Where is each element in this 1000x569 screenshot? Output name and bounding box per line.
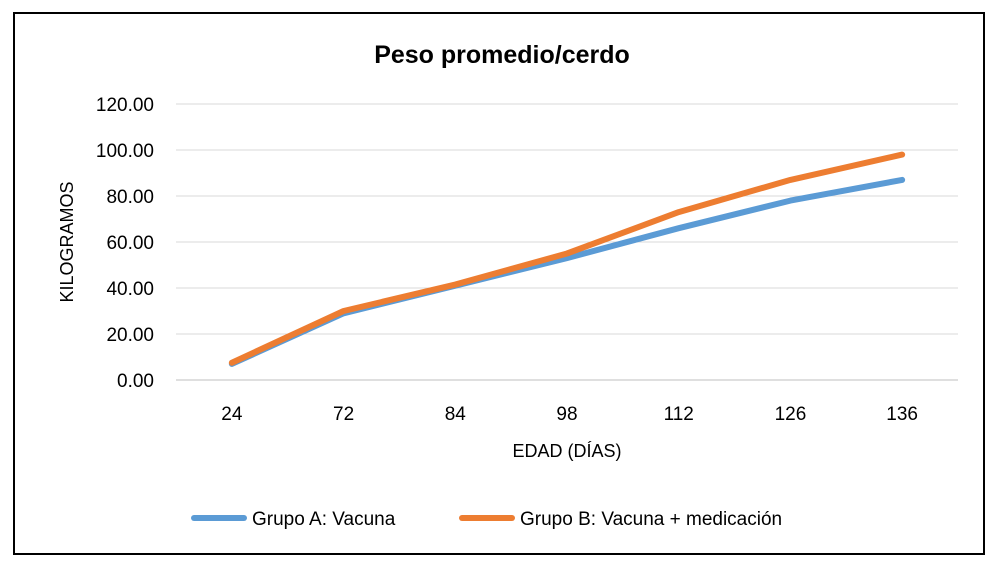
- legend-label: Grupo A: Vacuna: [252, 509, 396, 530]
- y-axis-label: KILOGRAMOS: [57, 181, 77, 302]
- series-lines: [228, 151, 906, 367]
- x-tick-label: 112: [664, 404, 694, 425]
- gridlines: [176, 103, 958, 381]
- y-tick-label: 20.00: [106, 325, 154, 346]
- x-tick-label: 72: [333, 404, 354, 425]
- y-tick-label: 120.00: [96, 95, 154, 116]
- series-line-grupo-b-vacuna-medicaci-n: [228, 151, 906, 366]
- series-line-grupo-a-vacuna: [228, 176, 906, 367]
- x-tick-label: 24: [221, 404, 243, 425]
- x-tick-label: 126: [775, 404, 807, 425]
- x-tick-label: 84: [445, 404, 467, 425]
- legend: Grupo A: Vacuna Grupo B: Vacuna + medicac…: [191, 509, 782, 530]
- y-tick-label: 60.00: [106, 233, 154, 254]
- y-tick-label: 0.00: [117, 371, 154, 392]
- x-tick-label: 136: [886, 404, 918, 425]
- x-axis-label: EDAD (DÍAS): [512, 441, 621, 461]
- x-tick-label: 98: [556, 404, 577, 425]
- y-axis-ticks: 0.00 20.00 40.00 60.00 80.00 100.00 120.00: [96, 95, 154, 392]
- y-tick-label: 100.00: [96, 141, 154, 162]
- x-axis-ticks: 24 72 84 98 112 126 136: [221, 404, 918, 425]
- y-tick-label: 80.00: [106, 187, 154, 208]
- chart-frame: [13, 12, 985, 555]
- legend-label: Grupo B: Vacuna + medicación: [520, 509, 782, 530]
- chart-title: Peso promedio/cerdo: [374, 41, 630, 69]
- y-tick-label: 40.00: [106, 279, 154, 300]
